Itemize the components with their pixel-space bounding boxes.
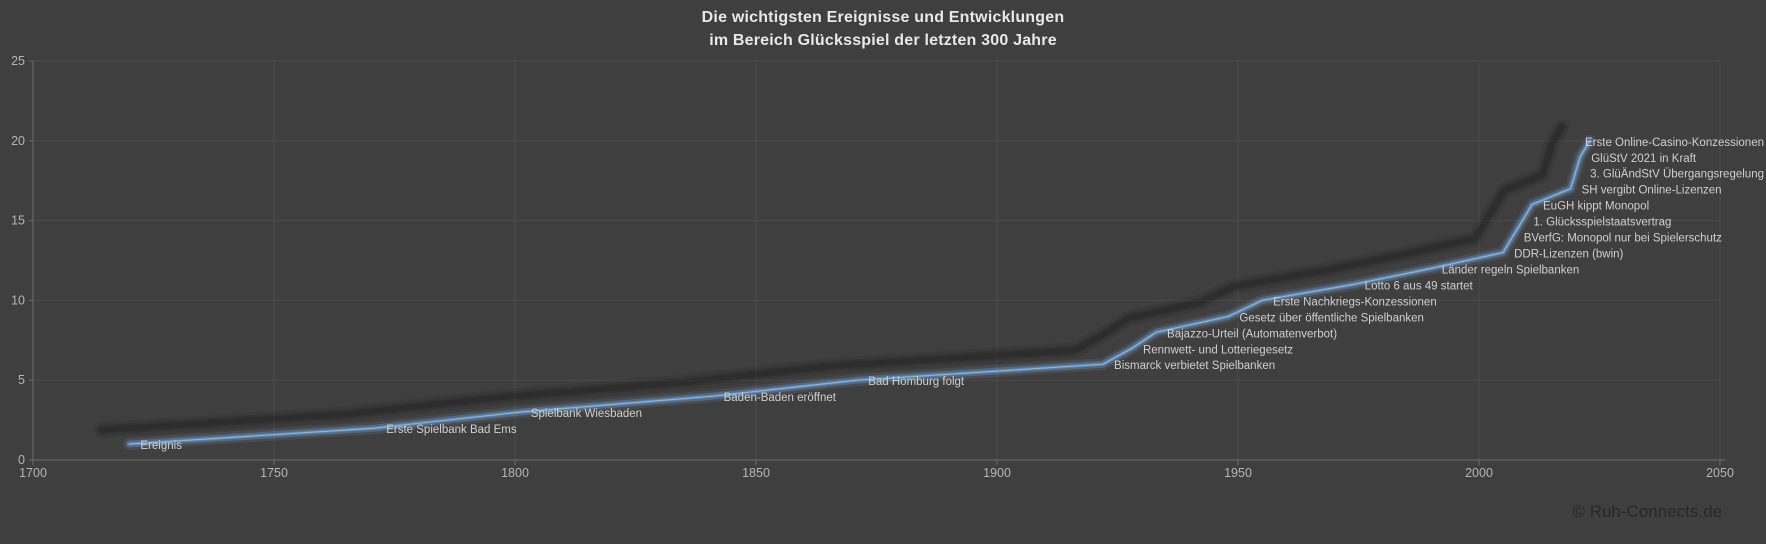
y-axis-tick-label: 20 — [11, 134, 25, 148]
data-point-label: BVerfG: Monopol nur bei Spielerschutz — [1524, 233, 1722, 245]
data-point-label: Bad Homburg folgt — [868, 376, 965, 388]
data-point-label: EuGH kippt Monopol — [1543, 201, 1649, 213]
chart-title: Die wichtigsten Ereignisse und Entwicklu… — [0, 6, 1766, 52]
data-point-label: Gesetz über öffentliche Spielbanken — [1239, 312, 1424, 324]
x-axis-tick-label: 1900 — [983, 466, 1011, 480]
data-point-label: Erste Spielbank Bad Ems — [386, 424, 517, 436]
y-axis-tick-label: 25 — [11, 54, 25, 68]
series-line-shadow — [98, 123, 1565, 433]
x-axis-tick-label: 1700 — [19, 466, 47, 480]
chart-title-line1: Die wichtigsten Ereignisse und Entwicklu… — [701, 9, 1065, 26]
data-point-label: Erste Nachkriegs-Konzessionen — [1273, 296, 1437, 308]
x-axis-tick-label: 1750 — [260, 466, 288, 480]
data-point-label: Lotto 6 aus 49 startet — [1365, 280, 1474, 292]
x-axis-tick-label: 1800 — [501, 466, 529, 480]
series-line-shadow — [93, 118, 1570, 438]
data-point-label: Spielbank Wiesbaden — [531, 408, 642, 420]
watermark: © Ruh-Connects.de — [1572, 502, 1722, 521]
series-line-shadow — [96, 121, 1567, 435]
data-point-label: Bajazzo-Urteil (Automatenverbot) — [1167, 328, 1337, 340]
data-point-label: Rennwett- und Lotteriegesetz — [1143, 344, 1293, 356]
series-line-core — [128, 140, 1591, 445]
data-point-label: 1. Glücksspielstaatsvertrag — [1533, 217, 1671, 229]
x-axis-tick-label: 1850 — [742, 466, 770, 480]
data-point-label: GlüStV 2021 in Kraft — [1591, 153, 1697, 165]
y-axis-tick-label: 5 — [18, 373, 25, 387]
data-point-label: SH vergibt Online-Lizenzen — [1582, 185, 1722, 197]
chart-title-line2: im Bereich Glücksspiel der letzten 300 J… — [709, 32, 1057, 50]
data-point-label: Bismarck verbietet Spielbanken — [1114, 360, 1275, 372]
data-point-label: DDR-Lizenzen (bwin) — [1514, 249, 1623, 261]
data-point-label: Erste Online-Casino-Konzessionen — [1585, 137, 1764, 149]
y-axis-tick-label: 15 — [11, 214, 25, 228]
y-axis-tick-label: 10 — [11, 293, 25, 307]
x-axis-tick-label: 2000 — [1465, 466, 1493, 480]
x-axis-tick-label: 1950 — [1224, 466, 1252, 480]
data-point-label: Länder regeln Spielbanken — [1442, 264, 1579, 276]
y-axis-tick-label: 0 — [18, 453, 25, 467]
data-point-label: Baden-Baden eröffnet — [724, 392, 837, 404]
x-axis-tick-label: 2050 — [1706, 466, 1734, 480]
data-point-label: Ereignis — [140, 440, 182, 452]
data-point-label: 3. GlüÄndStV Übergangsregelung — [1590, 169, 1764, 181]
